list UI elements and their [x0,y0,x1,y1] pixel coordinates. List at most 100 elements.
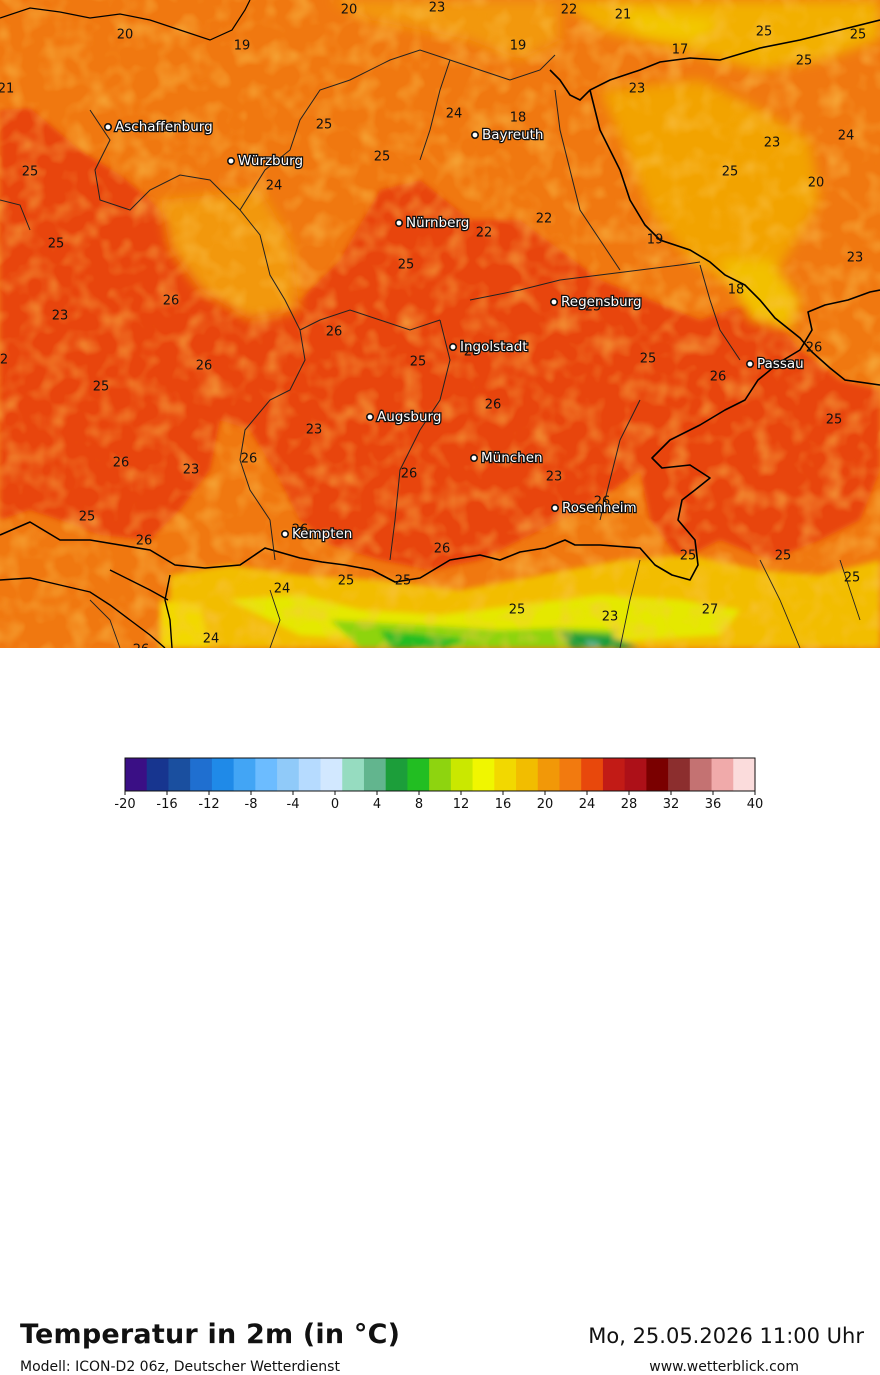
temperature-value: 26 [710,370,727,385]
temperature-value: 22 [476,226,493,241]
legend-swatch [168,758,191,791]
temperature-value: 26 [292,523,309,538]
city-label: Kempten [292,526,352,542]
legend-swatch [581,758,604,791]
city-aschaffenburg: Aschaffenburg [104,118,214,136]
temperature-value: 27 [702,603,719,618]
temperature-value: 25 [640,352,657,367]
temperature-value: 29 [464,345,481,360]
city-dot [550,503,559,512]
city-dot [549,297,558,306]
city-dot [469,453,478,462]
city-dot [394,219,403,228]
website-link[interactable]: www.wetterblick.com [649,1359,799,1375]
legend-tick-label: 28 [621,797,638,812]
temperature-value: 18 [728,283,745,298]
legend-swatch [646,758,669,791]
map-title: Temperatur in 2m (in °C) [20,1319,401,1350]
city-kempten: Kempten [280,525,354,543]
temperature-value: 20 [341,3,358,18]
temperature-value: 23 [429,1,446,16]
temperature-value: 25 [93,380,110,395]
city-label: Augsburg [377,409,441,425]
legend-tick-label: 36 [705,797,722,812]
legend-swatch [711,758,734,791]
temperature-value: 26 [113,456,130,471]
temperature-value: 20 [117,28,134,43]
legend-swatch [689,758,713,791]
field-texture [0,0,880,648]
legend-tick-label: -20 [114,797,135,812]
legend-swatch [733,758,756,791]
temperature-value: 23 [52,309,69,324]
temperature-value: 22 [561,3,578,18]
legend-swatch [255,758,278,791]
temperature-value: 23 [847,251,864,266]
temperature-value: 25 [680,549,697,564]
legend-swatch [320,758,343,791]
legend-swatch [277,758,300,791]
temperature-value: 25 [509,603,526,618]
temperature-value: 25 [850,28,867,43]
city-label: Passau [757,356,804,372]
temperature-value: 25 [22,165,39,180]
legend-swatch [624,758,647,791]
city-dot [365,412,374,421]
temperature-value: 25 [826,413,843,428]
city-nürnberg: Nürnberg [394,214,471,232]
forecast-datetime: Mo, 25.05.2026 11:00 Uhr [588,1324,864,1348]
temperature-value: 23 [546,470,563,485]
legend-tick-label: -16 [156,797,177,812]
temperature-value: 21 [160,121,177,136]
legend-tick-label: 24 [579,797,596,812]
city-markers: Aschaffenburg Würzburg Bayreuth Nürnberg Reg… [104,118,805,543]
border-czech [589,89,880,386]
temperature-value: 2 [0,353,8,368]
legend-swatch [190,758,213,791]
temperature-value: 17 [672,43,689,58]
temperature-value: 25 [374,150,391,165]
temperature-value: 26 [196,359,213,374]
temperature-value: 25 [79,510,96,525]
legend-swatch [233,758,256,791]
border-thin-south [89,559,861,648]
temperature-map: 20 23 22 21 20 19 19 17 25 25 21 25 23 24 24 18 21 25 25 25… [0,0,880,648]
temperature-value: 23 [306,423,323,438]
city-label: Rosenheim [562,500,637,516]
color-scale-legend: -20 -16 -12 -8 -4 0 4 8 12 16 20 24 28 32 36 40 [114,757,763,812]
city-dot [104,123,113,132]
legend-swatch [385,758,409,791]
temperature-value: 24 [266,179,283,194]
legend-swatch [559,758,582,791]
legend-tick-label: -4 [287,797,300,812]
legend-swatch [125,758,148,791]
temperature-value: 20 [808,176,825,191]
temperature-value: 24 [203,632,220,647]
temperature-value: 18 [510,111,527,126]
legend-swatch [342,758,365,791]
city-passau: Passau [745,355,805,373]
city-label: Bayreuth [482,127,544,143]
city-würzburg: Würzburg [227,152,304,170]
legend-swatch [668,758,691,791]
legend-tick-label: 32 [663,797,680,812]
legend-swatch [211,758,235,791]
temperature-value: 26 [163,294,180,309]
city-dot [280,529,289,538]
border-nw [0,0,251,41]
legend-swatch [494,758,517,791]
temperature-value: 21 [0,82,14,97]
legend-swatch [146,758,170,791]
temperature-value: 24 [838,129,855,144]
district-lines [0,49,741,561]
legend-swatch [472,758,495,791]
temperature-value: 25 [316,118,333,133]
legend-swatch [298,758,322,791]
city-label: Ingolstadt [460,339,528,355]
city-ingolstadt: Ingolstadt [448,338,529,356]
temperature-value: 25 [410,355,427,370]
temperature-value: 25 [338,574,355,589]
temperature-value: 23 [602,610,619,625]
temperature-value: 26 [594,495,611,510]
city-label: München [481,450,543,466]
